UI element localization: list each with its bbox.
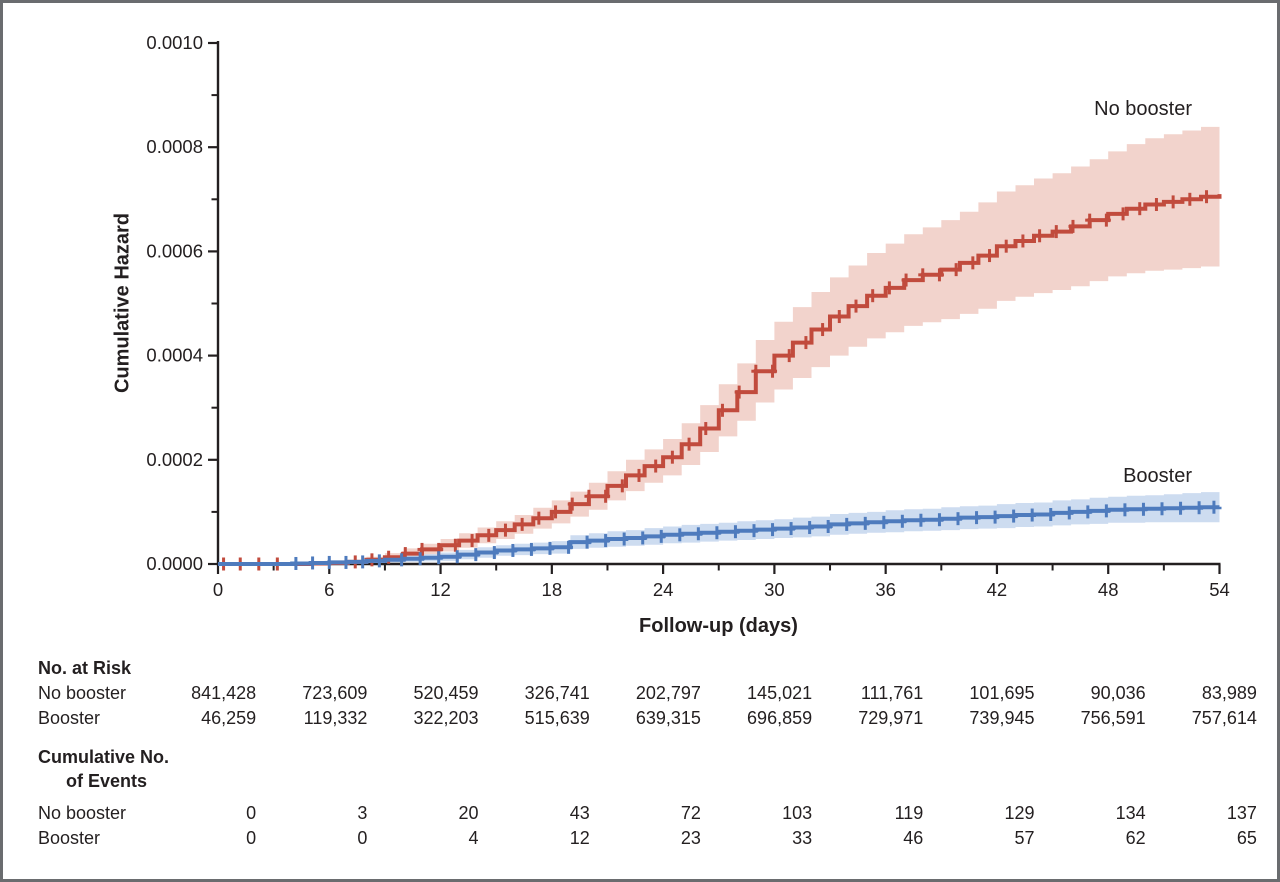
row-label: Booster <box>38 828 101 848</box>
y-tick-label: 0.0000 <box>146 553 203 574</box>
risk-value: 515,639 <box>524 708 590 728</box>
risk-value: 4 <box>468 828 479 848</box>
confidence-band-booster <box>218 491 1220 564</box>
risk-value: 137 <box>1226 803 1257 823</box>
risk-table-section-at-risk: No. at Risk No booster 841,428 723,609 520,4… <box>3 655 1277 731</box>
risk-value: 111,761 <box>860 683 924 703</box>
risk-value: 0 <box>357 828 368 848</box>
risk-value: 0 <box>246 803 257 823</box>
x-tick-label: 42 <box>987 579 1008 600</box>
risk-value: 20 <box>458 803 479 823</box>
row-label: No booster <box>38 683 127 703</box>
risk-value: 3 <box>357 803 368 823</box>
risk-value: 0 <box>246 828 257 848</box>
risk-value: 729,971 <box>858 708 924 728</box>
y-axis-title: Cumulative Hazard <box>111 212 134 394</box>
risk-table-section-events: Cumulative No. of Events No booster 0 3 20 43 7… <box>3 745 1277 851</box>
row-label: Booster <box>38 708 101 728</box>
risk-value: 326,741 <box>524 683 590 703</box>
risk-value: 639,315 <box>635 708 701 728</box>
confidence-band-no-booster <box>218 123 1220 565</box>
x-tick-label: 36 <box>875 579 896 600</box>
risk-table-header: No. at Risk <box>38 658 132 678</box>
risk-value: 119 <box>894 803 924 823</box>
x-tick-label: 24 <box>653 579 674 600</box>
risk-value: 90,036 <box>1090 683 1146 703</box>
risk-value: 129 <box>1004 803 1035 823</box>
x-tick-label: 6 <box>324 579 334 600</box>
risk-value: 57 <box>1014 828 1035 848</box>
risk-value: 134 <box>1115 803 1146 823</box>
y-tick-label: 0.0004 <box>146 345 203 366</box>
x-tick-label: 12 <box>430 579 451 600</box>
row-label: No booster <box>38 803 127 823</box>
risk-table-header: of Events <box>66 771 148 791</box>
risk-value: 46 <box>903 828 924 848</box>
risk-value: 723,609 <box>302 683 368 703</box>
y-tick-label: 0.0008 <box>146 136 203 157</box>
x-tick-label: 54 <box>1209 579 1230 600</box>
risk-value: 841,428 <box>191 683 257 703</box>
risk-value: 33 <box>792 828 813 848</box>
risk-value: 202,797 <box>635 683 701 703</box>
table-row: Booster 46,259 119,332 322,203 515,639 639,31… <box>3 706 1277 731</box>
risk-value: 72 <box>680 803 701 823</box>
risk-value: 62 <box>1125 828 1146 848</box>
risk-value: 739,945 <box>969 708 1035 728</box>
risk-value: 696,859 <box>747 708 813 728</box>
x-tick-label: 18 <box>542 579 563 600</box>
risk-value: 145,021 <box>747 683 813 703</box>
x-tick-label: 48 <box>1098 579 1119 600</box>
y-tick-label: 0.0010 <box>146 32 203 53</box>
risk-value: 12 <box>569 828 590 848</box>
y-tick-label: 0.0006 <box>146 240 203 261</box>
table-row: No booster 0 3 20 43 72 103 119 129 134 137 <box>3 801 1277 826</box>
risk-table-header: Cumulative No. <box>38 747 170 767</box>
x-tick-label: 0 <box>213 579 223 600</box>
risk-value: 101,695 <box>969 683 1035 703</box>
risk-value: 520,459 <box>413 683 479 703</box>
risk-value: 23 <box>680 828 701 848</box>
risk-value: 756,591 <box>1080 708 1146 728</box>
risk-value: 322,203 <box>413 708 479 728</box>
risk-value: 65 <box>1236 828 1257 848</box>
risk-table: No. at Risk No booster 841,428 723,609 520,4… <box>3 655 1277 851</box>
risk-value: 757,614 <box>1191 708 1257 728</box>
table-row: Booster 0 0 4 12 23 33 46 57 62 65 <box>3 826 1277 851</box>
x-tick-label: 30 <box>764 579 785 600</box>
risk-value: 119,332 <box>303 708 368 728</box>
y-tick-label: 0.0002 <box>146 449 203 470</box>
risk-value: 43 <box>569 803 590 823</box>
table-row: No booster 841,428 723,609 520,459 326,741 20… <box>3 681 1277 706</box>
cumulative-hazard-chart: 0.0000 0.0002 0.0004 0.0006 0.0008 0.0010 0 6 12… <box>146 32 1230 600</box>
risk-value: 46,259 <box>201 708 257 728</box>
series-label-no-booster: No booster <box>1094 98 1192 120</box>
risk-value: 83,989 <box>1201 683 1257 703</box>
risk-value: 103 <box>782 803 813 823</box>
series-label-booster: Booster <box>1123 465 1192 487</box>
x-axis-title: Follow-up (days) <box>639 615 798 637</box>
